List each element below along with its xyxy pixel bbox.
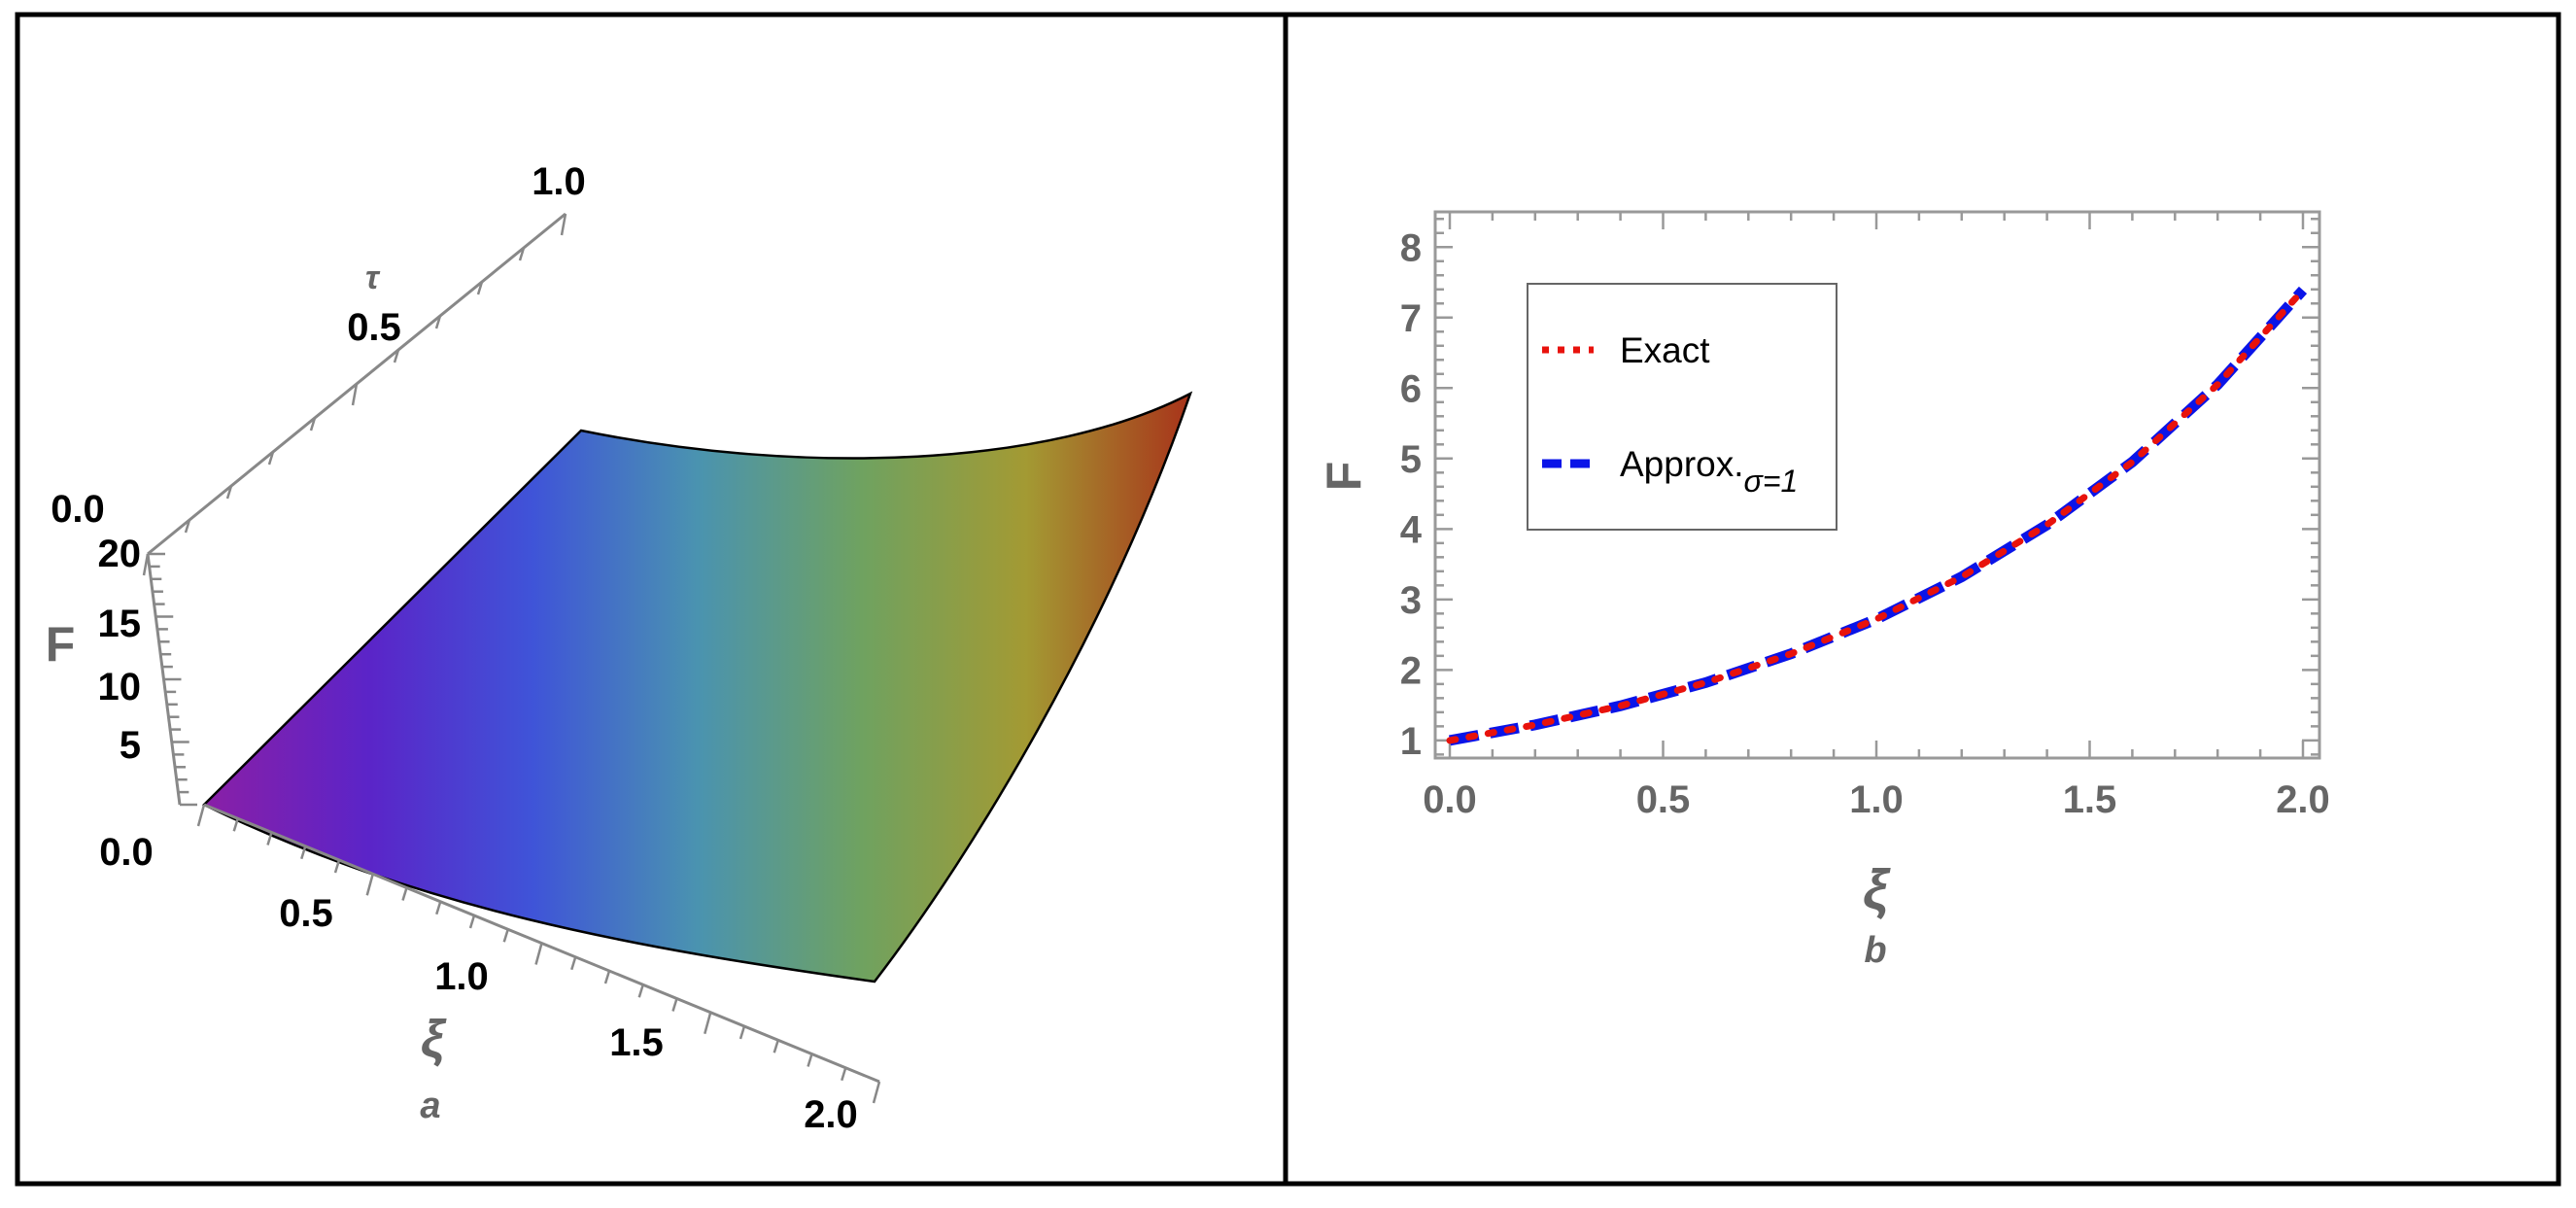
x-tick-label: 1.5 (609, 1021, 664, 1064)
y-tick-label: 8 (1400, 226, 1422, 269)
y-tick-label: 7 (1400, 297, 1422, 340)
x-tick (196, 804, 206, 827)
y-tick (476, 281, 484, 295)
x-tick (872, 1081, 881, 1104)
panel-b-xlabel: ξ (1863, 858, 1891, 921)
y-tick-label: 4 (1400, 508, 1423, 551)
x-tick (468, 915, 476, 929)
y-tick (184, 519, 191, 534)
panel-b: 0.0 0.5 1.0 1.5 2.0 1 2 3 4 5 6 7 8 Exact Approx.σ=1… (1317, 210, 2330, 971)
legend-approx-name: Approx. (1620, 444, 1744, 484)
x-tick (603, 970, 611, 984)
panel-a-ylabel: τ (365, 259, 381, 296)
panel-b-ticks (1435, 212, 2319, 758)
x-tick (570, 956, 577, 971)
x-tick (401, 887, 408, 901)
y-tick-label: 1 (1400, 720, 1422, 763)
x-tick (637, 984, 644, 998)
x-tick-label: 1.0 (1849, 778, 1904, 821)
y-tick (560, 213, 567, 236)
panel-b-frame (1283, 12, 2561, 1187)
x-tick-label: 1.0 (434, 955, 489, 998)
x-tick (435, 901, 442, 915)
y-tick-label: 3 (1400, 579, 1422, 622)
panel-b-tick-labels: 0.0 0.5 1.0 1.5 2.0 1 2 3 4 5 6 7 8 (1400, 226, 2330, 821)
panel-a-xlabel: ξ (421, 1010, 447, 1068)
panel-b-series (1446, 286, 2308, 746)
x-tick-label: 0.0 (99, 831, 154, 874)
panel-b-label: b (1864, 930, 1886, 971)
y-tick-label: 6 (1400, 367, 1422, 410)
x-tick-label: 0.5 (1636, 778, 1691, 821)
x-axis-ticks: 0.0 0.5 1.0 1.5 2.0 (99, 804, 881, 1136)
x-tick-label: 2.0 (804, 1093, 858, 1136)
x-tick-label: 0.5 (279, 892, 333, 935)
x-tick (534, 943, 543, 965)
y-tick-label: 1.0 (532, 160, 586, 203)
legend-box (1527, 283, 1838, 531)
y-tick-label: 0.0 (51, 488, 105, 531)
y-tick-label: 2 (1400, 649, 1422, 692)
surface-mesh (201, 391, 1193, 984)
z-tick-label: 15 (98, 603, 142, 645)
z-axis-ticks: 5 10 15 20 (98, 533, 197, 807)
panel-a-zlabel: F (46, 617, 76, 672)
y-tick (309, 417, 317, 431)
x-tick-label: 0.0 (1423, 778, 1477, 821)
z-tick-label: 10 (98, 666, 142, 708)
x-tick (502, 928, 509, 943)
y-tick-label: 0.5 (347, 306, 401, 349)
y-tick (267, 451, 275, 466)
x-tick (807, 1053, 813, 1067)
y-axis-ticks: 0.0 0.5 1.0 (51, 160, 586, 576)
y-tick (434, 315, 442, 329)
series-exact-line (1446, 287, 2307, 744)
x-tick (773, 1039, 779, 1053)
y-tick (393, 349, 400, 363)
z-tick-label: 20 (98, 533, 142, 575)
legend-exact-label: Exact (1620, 330, 1710, 370)
x-tick (300, 846, 307, 860)
x-tick-label: 1.5 (2063, 778, 2117, 821)
x-tick (232, 817, 239, 832)
legend-approx-label: Approx.σ=1 (1620, 444, 1798, 499)
x-tick-label: 2.0 (2276, 778, 2330, 821)
legend-approx-subscript: σ=1 (1744, 464, 1799, 499)
panel-a-label: a (420, 1086, 440, 1126)
y-tick (518, 247, 526, 261)
x-tick (266, 832, 273, 846)
z-tick-label: 5 (120, 724, 141, 767)
x-tick (841, 1067, 847, 1082)
x-tick (738, 1025, 746, 1040)
y-tick-label: 5 (1400, 438, 1422, 481)
y-tick (142, 553, 150, 576)
panel-b-ylabel: F (1317, 462, 1371, 492)
x-tick (365, 873, 374, 896)
x-tick (671, 998, 678, 1012)
y-tick (351, 383, 359, 406)
x-tick (333, 859, 341, 874)
y-tick (225, 485, 233, 500)
x-tick (704, 1012, 712, 1035)
